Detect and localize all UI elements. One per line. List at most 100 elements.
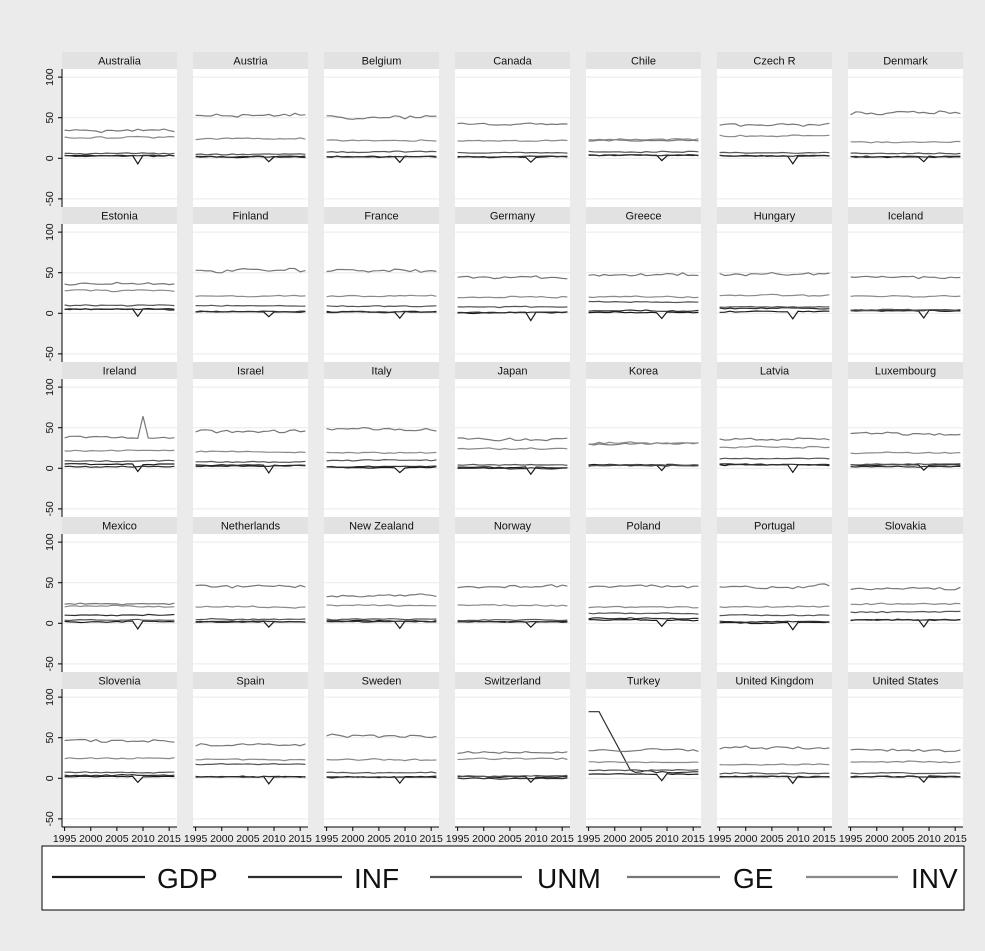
panel-korea: Korea: [586, 362, 701, 517]
series-line-inf: [719, 775, 830, 778]
panel-strip: [193, 52, 308, 69]
series-line-ge: [64, 602, 175, 606]
panel-title: Slovakia: [885, 521, 927, 533]
legend: GDP INF UNM GE INV: [41, 845, 965, 911]
series-line-inf: [326, 776, 437, 779]
panel-title: Slovenia: [98, 676, 141, 688]
series-line-inv: [195, 137, 306, 141]
panel-plot-area: [193, 534, 308, 672]
x-tick-label: 2000: [865, 833, 889, 845]
series-line-inf: [64, 154, 175, 158]
series-line-ge: [719, 122, 830, 127]
series-line-unm: [326, 618, 437, 621]
series-line-inf: [588, 617, 699, 620]
series-line-inf: [719, 463, 830, 466]
series-line-inf: [195, 464, 306, 468]
y-tick-label: -50: [44, 346, 56, 361]
series-line-ge: [195, 743, 306, 747]
series-line-unm: [64, 771, 175, 774]
x-tick-label: 2000: [734, 833, 758, 845]
series-line-ge: [588, 584, 699, 589]
x-tick-label: 2010: [393, 833, 417, 845]
series-line-inv: [850, 451, 961, 455]
legend-item-inf: INF: [248, 863, 399, 894]
series-line-gdp: [719, 621, 830, 631]
panel-plot-area: [324, 69, 439, 207]
panel-germany: Germany: [455, 207, 570, 362]
series-line-inf: [195, 155, 306, 159]
series-line-unm: [457, 305, 568, 309]
panel-strip: [717, 672, 832, 689]
legend-label: UNM: [537, 863, 601, 894]
x-tick-label: 2015: [419, 833, 443, 845]
panel-strip: [848, 672, 963, 689]
panel-plot-area: [717, 689, 832, 827]
x-tick-label: 1995: [184, 833, 208, 845]
panel-plot-area: [324, 379, 439, 517]
series-line-ge: [588, 272, 699, 277]
series-line-inv: [195, 450, 306, 454]
series-line-unm: [850, 463, 961, 466]
panel-strip: [455, 362, 570, 379]
x-tick-label: 2000: [341, 833, 365, 845]
series-line-inv: [588, 761, 699, 764]
panel-plot-area: [848, 689, 963, 827]
series-line-unm: [64, 304, 175, 307]
y-tick-label: 100: [44, 223, 56, 241]
y-tick-label: 0: [44, 155, 56, 161]
series-line-ge: [719, 745, 830, 750]
legend-item-gdp: GDP: [52, 863, 218, 894]
series-line-inf: [719, 306, 830, 310]
panel-plot-area: [193, 379, 308, 517]
series-line-inv: [457, 603, 568, 607]
series-line-unm: [326, 150, 437, 154]
panel-australia: Australia -50 0 50 100: [44, 52, 177, 207]
panel-title: Mexico: [102, 521, 137, 533]
series-line-inv: [850, 140, 961, 144]
y-tick-label: 100: [44, 68, 56, 86]
panel-strip: [848, 52, 963, 69]
series-line-gdp: [850, 463, 961, 472]
panel-slovakia: Slovakia: [848, 517, 963, 672]
series-line-unm: [588, 150, 699, 154]
series-line-inf: [64, 308, 175, 311]
legend-label: INV: [911, 863, 958, 894]
panel-strip: [193, 672, 308, 689]
x-tick-label: 2010: [524, 833, 548, 845]
y-tick-label: 50: [44, 112, 56, 124]
series-line-gdp: [588, 311, 699, 320]
series-line-inv: [457, 139, 568, 142]
panel-title: Denmark: [883, 56, 928, 68]
series-line-ge: [457, 750, 568, 754]
panel-title: Chile: [631, 56, 656, 68]
panel-plot-area: [62, 379, 177, 517]
series-line-inv: [326, 451, 437, 455]
series-line-ge: [64, 128, 175, 134]
x-tick-label: 1995: [577, 833, 601, 845]
panel-title: Switzerland: [484, 676, 541, 688]
panel-title: United Kingdom: [735, 676, 813, 688]
panel-title: Greece: [625, 211, 661, 223]
panel-united-states: United States 1995 2000 2005 2010 2015: [839, 672, 967, 845]
series-line-gdp: [64, 620, 175, 630]
series-line-unm: [64, 459, 175, 463]
x-tick-label: 2000: [79, 833, 103, 845]
series-line-unm: [326, 771, 437, 774]
panel-strip: [193, 362, 308, 379]
panel-strip: [62, 207, 177, 224]
series-line-inf: [457, 311, 568, 314]
series-line-inv: [326, 139, 437, 142]
series-line-unm: [326, 458, 437, 462]
series-line-ge: [64, 281, 175, 286]
panel-strip: [324, 52, 439, 69]
y-tick-label: 50: [44, 732, 56, 744]
panel-strip: [586, 517, 701, 534]
series-line-inf: [195, 310, 306, 313]
series-line-ge: [850, 110, 961, 116]
panel-france: France: [324, 207, 439, 362]
legend-item-unm: UNM: [430, 863, 601, 894]
series-line-ge: [588, 748, 699, 753]
series-line-ge: [457, 122, 568, 126]
series-line-inf: [457, 155, 568, 158]
legend-item-ge: GE: [627, 863, 773, 894]
